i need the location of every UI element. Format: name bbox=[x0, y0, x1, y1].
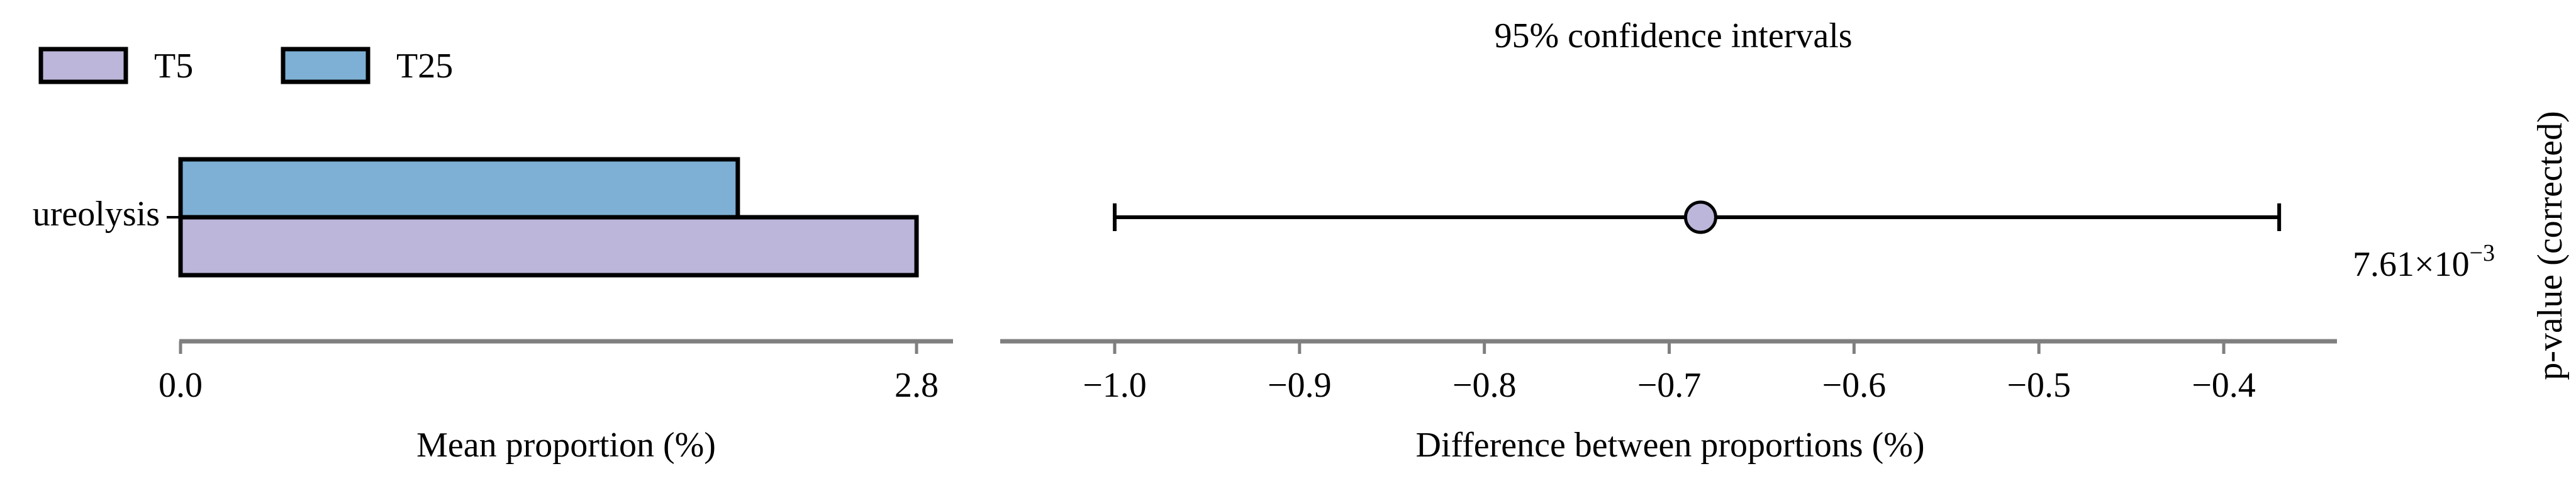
ci-x-tick-label: −0.4 bbox=[2192, 366, 2256, 405]
bar-x-axis-label: Mean proportion (%) bbox=[416, 426, 716, 465]
bar-panel: ureolysis 0.0 2.8 Mean proportion (%) bbox=[33, 157, 953, 465]
pvalue-ureolysis: 7.61×10−3 bbox=[2353, 240, 2495, 284]
legend-label-t5: T5 bbox=[154, 47, 193, 86]
legend-label-t25: T25 bbox=[396, 47, 453, 86]
ci-x-axis-label: Difference between proportions (%) bbox=[1415, 426, 1924, 465]
category-label: ureolysis bbox=[33, 195, 160, 234]
ci-x-tick-label: −0.8 bbox=[1452, 366, 1517, 405]
ci-x-tick-label: −0.7 bbox=[1637, 366, 1702, 405]
legend-item-t5: T5 bbox=[38, 47, 193, 86]
pvalue-mantissa: 7.61×10 bbox=[2353, 245, 2470, 284]
bar-t5-ureolysis bbox=[178, 215, 919, 278]
bar-x-ticks: 0.0 2.8 bbox=[159, 341, 939, 405]
legend-swatch-t25 bbox=[281, 47, 371, 84]
legend-item-t25: T25 bbox=[281, 47, 453, 86]
legend: T5 T25 bbox=[38, 47, 453, 86]
bar-x-tick-label: 0.0 bbox=[159, 366, 203, 405]
ci-x-ticks: −1.0 −0.9 −0.8 −0.7 −0.6 −0.5 −0.4 bbox=[1083, 341, 2256, 405]
pvalue-axis-label: p-value (corrected) bbox=[2531, 111, 2570, 380]
ci-panel-title: 95% confidence intervals bbox=[1494, 16, 1852, 55]
ci-x-tick-label: −1.0 bbox=[1083, 366, 1147, 405]
pvalue-exponent: −3 bbox=[2470, 240, 2495, 266]
ci-x-tick-label: −0.5 bbox=[2007, 366, 2071, 405]
bar-x-tick-label: 2.8 bbox=[895, 366, 939, 405]
legend-swatch-t5 bbox=[38, 47, 128, 84]
ci-x-tick-label: −0.9 bbox=[1268, 366, 1332, 405]
ci-x-tick-label: −0.6 bbox=[1822, 366, 1887, 405]
ci-panel: 95% confidence intervals −1.0 −0.9 −0.8 −0.… bbox=[1000, 16, 2337, 465]
pvalue-column: 7.61×10−3 p-value (corrected) bbox=[2353, 111, 2570, 380]
ci-point-estimate-ureolysis bbox=[1683, 200, 1717, 234]
bar-t25-ureolysis bbox=[178, 157, 740, 220]
